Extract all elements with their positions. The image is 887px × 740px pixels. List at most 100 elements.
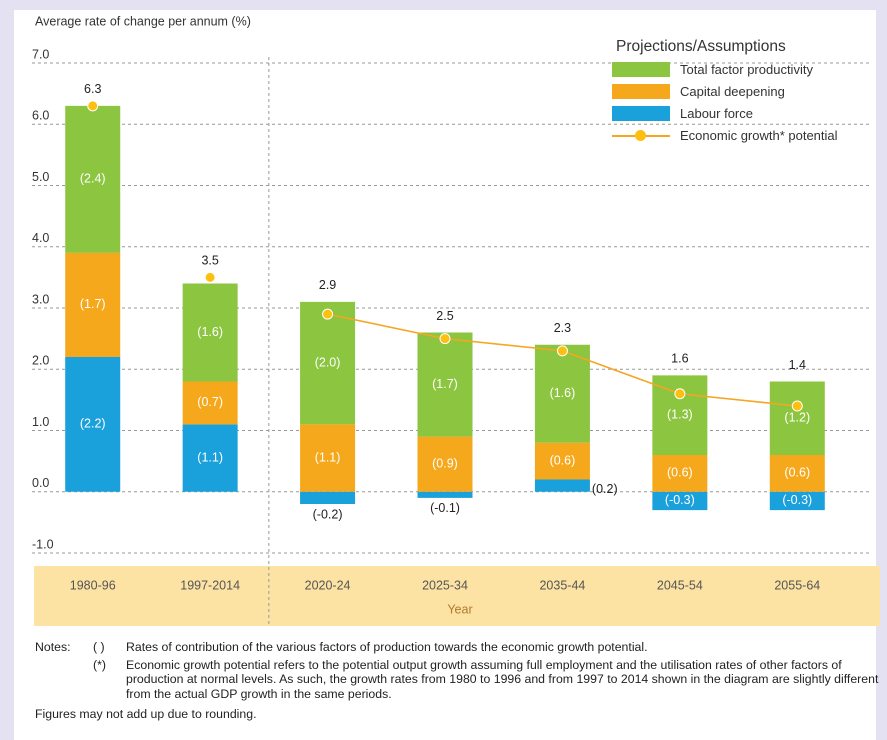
bar-segment: [769, 381, 825, 455]
bar-segment: [300, 491, 356, 504]
growth-point: [87, 100, 99, 112]
data-label: (1.1): [315, 450, 341, 464]
growth-label: 1.4: [789, 358, 806, 372]
legend-item: Labour force: [612, 106, 872, 121]
growth-label: 2.9: [319, 278, 336, 292]
data-label: (-0.3): [782, 493, 812, 507]
notes-label: Notes:: [35, 640, 71, 654]
bar-segment: [534, 344, 590, 443]
data-label: (-0.2): [313, 507, 343, 521]
x-tick-label: 2025-34: [422, 578, 468, 592]
y-tick-label: 7.0: [32, 47, 49, 61]
note-row: Notes: ( ) Rates of contribution of the va…: [35, 640, 880, 655]
data-label: (1.3): [667, 407, 693, 421]
data-label: (1.7): [432, 377, 458, 391]
y-tick-label: -1.0: [32, 537, 54, 551]
x-tick-label: 1997-2014: [180, 578, 240, 592]
legend-item: Capital deepening: [612, 84, 872, 99]
data-label: (1.7): [80, 297, 106, 311]
notes-label: [35, 658, 93, 702]
note-text: Economic growth potential refers to the …: [126, 657, 879, 701]
legend-label: Economic growth* potential: [680, 128, 838, 143]
bar-segment: [182, 283, 238, 382]
x-tick-label: 2045-54: [657, 578, 703, 592]
legend-item: Total factor productivity: [612, 62, 872, 77]
growth-label: 2.3: [554, 321, 571, 335]
bar-segment: [300, 424, 356, 492]
note-marker: (*): [93, 657, 106, 672]
data-label: (2.4): [80, 172, 106, 186]
legend-label: Capital deepening: [680, 84, 785, 99]
data-label: (0.2): [592, 482, 618, 496]
growth-label: 1.6: [671, 352, 688, 366]
growth-point: [791, 400, 803, 412]
growth-label: 6.3: [84, 82, 101, 96]
data-label: (0.7): [197, 395, 223, 409]
y-tick-label: 5.0: [32, 170, 49, 184]
growth-point: [556, 345, 568, 357]
data-label: (0.9): [432, 456, 458, 470]
bar-segment: [182, 424, 238, 492]
bar-segment: [65, 105, 121, 253]
bar-segment: [417, 332, 473, 437]
notes: Notes: ( ) Rates of contribution of the va…: [35, 640, 880, 722]
bar-segment: [65, 357, 121, 492]
data-label: (1.2): [784, 411, 810, 425]
bar-segment: [534, 442, 590, 480]
legend-title: Projections/Assumptions: [616, 38, 786, 55]
category-band: [34, 566, 880, 626]
bar-segment: [652, 455, 708, 492]
data-label: (-0.1): [430, 501, 460, 515]
bar-segment: [65, 252, 121, 357]
y-tick-label: 0.0: [32, 476, 49, 490]
data-label: (1.1): [197, 450, 223, 464]
legend-dot: [635, 130, 646, 141]
bar-segment: [417, 436, 473, 492]
growth-label: 2.5: [436, 309, 453, 323]
legend-swatch: [612, 84, 670, 99]
bar-segment: [769, 491, 825, 511]
chart: Average rate of change per annum (%) Yea…: [32, 14, 880, 626]
growth-point: [322, 308, 334, 320]
data-label: (-0.3): [665, 493, 695, 507]
legend-item: Economic growth* potential: [612, 128, 872, 143]
bar-segment: [769, 455, 825, 492]
y-tick-label: 4.0: [32, 231, 49, 245]
legend-swatch: [612, 62, 670, 77]
bar-segment: [182, 381, 238, 425]
x-tick-label: 2035-44: [539, 578, 585, 592]
data-label: (0.6): [550, 453, 576, 467]
data-label: (2.0): [315, 355, 341, 369]
data-label: (1.6): [197, 325, 223, 339]
growth-point: [204, 271, 216, 283]
legend-label: Labour force: [680, 106, 753, 121]
data-label: (0.6): [784, 466, 810, 480]
bar-segment: [300, 301, 356, 425]
growth-point: [674, 388, 686, 400]
growth-label: 3.5: [201, 254, 218, 268]
x-tick-label: 1980-96: [70, 578, 116, 592]
data-label: (1.6): [550, 386, 576, 400]
y-tick-label: 1.0: [32, 415, 49, 429]
bar-segment: [417, 491, 473, 498]
x-axis-label: Year: [447, 602, 472, 616]
legend-swatch: [612, 106, 670, 121]
x-tick-label: 2055-64: [774, 578, 820, 592]
legend-swatch: [612, 128, 670, 143]
growth-point: [439, 333, 451, 345]
x-tick-label: 2020-24: [305, 578, 351, 592]
bar-segment: [534, 479, 590, 492]
y-tick-label: 3.0: [32, 292, 49, 306]
note-row: (*) Economic growth potential refers to t…: [35, 658, 880, 702]
note-marker: ( ): [93, 640, 105, 654]
legend-label: Total factor productivity: [680, 62, 813, 77]
data-label: (0.6): [667, 466, 693, 480]
note-text: Rates of contribution of the various fac…: [126, 640, 648, 654]
y-tick-label: 6.0: [32, 109, 49, 123]
data-label: (2.2): [80, 417, 106, 431]
bar-segment: [652, 491, 708, 511]
y-axis-label: Average rate of change per annum (%): [35, 14, 251, 28]
y-tick-label: 2.0: [32, 354, 49, 368]
footnote: Figures may not add up due to rounding.: [35, 707, 257, 721]
